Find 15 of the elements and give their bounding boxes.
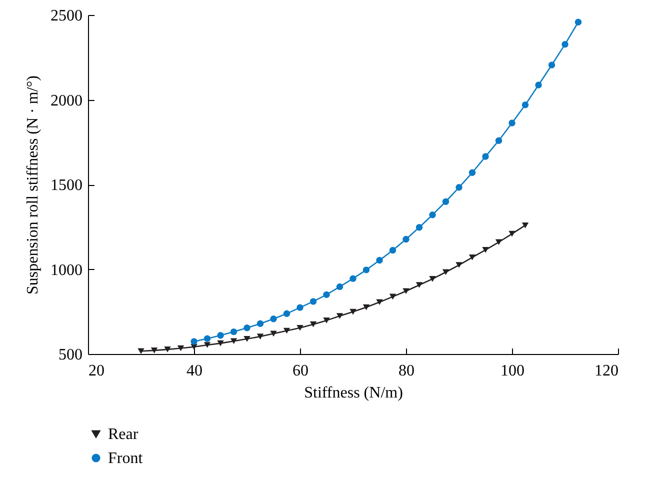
y-tick-label: 2000 <box>50 92 82 110</box>
x-axis-title: Stiffness (N/m) <box>304 384 403 402</box>
y-axis-title: Suspension roll stiffness (N · m/°) <box>24 76 42 294</box>
x-tick-label: 20 <box>88 362 104 380</box>
y-tick-label: 1000 <box>50 262 82 279</box>
x-tick-label: 60 <box>292 362 308 380</box>
y-tick-label: 2500 <box>50 8 82 24</box>
y-tick-label: 1500 <box>50 177 82 194</box>
x-tick-label: 40 <box>186 362 202 380</box>
x-tick-label: 100 <box>500 362 524 380</box>
x-tick-label: 120 <box>594 362 618 380</box>
legend-label: Front <box>108 450 144 467</box>
legend-label: Rear <box>108 426 139 443</box>
x-tick-label: 80 <box>398 362 414 380</box>
y-tick-label: 500 <box>58 346 82 364</box>
